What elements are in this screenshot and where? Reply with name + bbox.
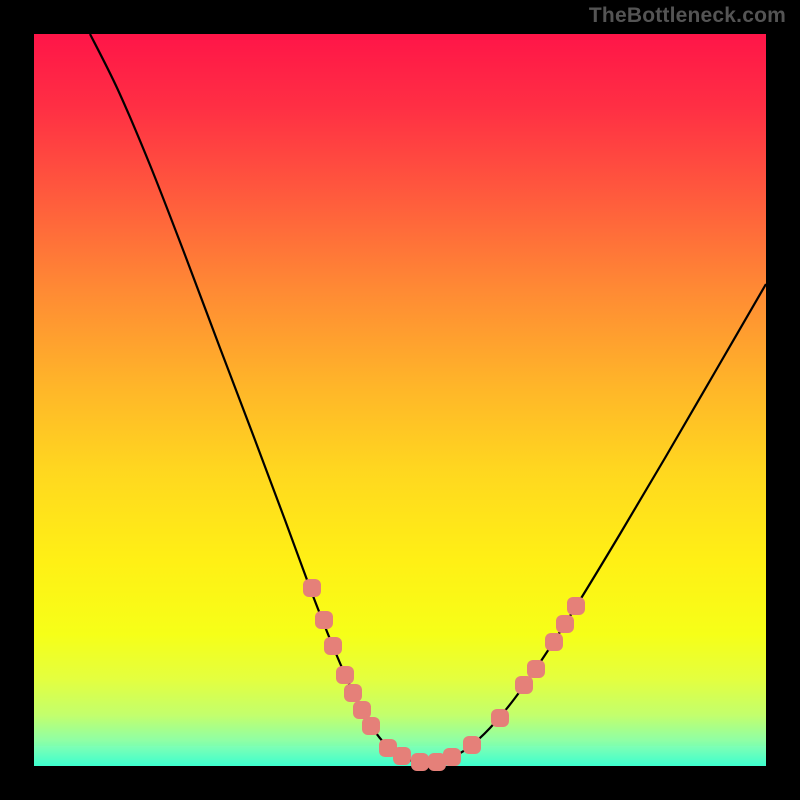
baseline-green-strip bbox=[34, 746, 766, 766]
watermark-text: TheBottleneck.com bbox=[589, 4, 786, 28]
chart-frame: TheBottleneck.com bbox=[0, 0, 800, 800]
plot-gradient-background bbox=[34, 34, 766, 766]
